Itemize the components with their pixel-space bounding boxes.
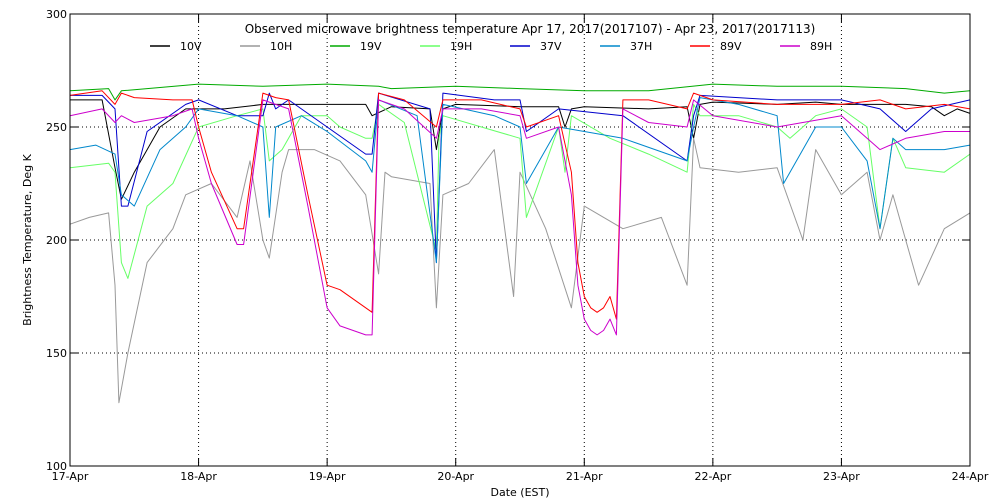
x-tick-label: 19-Apr	[309, 470, 346, 483]
y-tick-label: 150	[46, 347, 67, 360]
series-37V	[70, 92, 971, 264]
y-axis: 100 150 200 250 300	[46, 8, 970, 473]
series-19V	[69, 83, 971, 101]
legend: 10V 10H 19V 19H 37V 37H 89V 89H	[150, 40, 832, 53]
legend-label-10H: 10H	[270, 40, 292, 53]
series-19H	[69, 103, 971, 279]
x-tick-label: 18-Apr	[180, 470, 217, 483]
chart-title: Observed microwave brightness temperatur…	[245, 22, 816, 36]
grid-lines	[70, 14, 970, 466]
series-line-89H	[69, 99, 970, 336]
y-axis-label: Brightness Temperature, Deg K	[21, 153, 34, 325]
y-tick-label: 100	[46, 460, 67, 473]
series-layer	[69, 83, 971, 404]
x-tick-label: 21-Apr	[566, 470, 603, 483]
series-line-19H	[69, 103, 971, 279]
legend-label-10V: 10V	[180, 40, 202, 53]
legend-label-19V: 19V	[360, 40, 382, 53]
series-10H	[69, 137, 971, 404]
x-tick-label: 23-Apr	[823, 470, 860, 483]
x-axis: 17-Apr 18-Apr 19-Apr 20-Apr 21-Apr 22-Apr 23-A…	[52, 14, 989, 483]
legend-label-37H: 37H	[630, 40, 652, 53]
series-line-89V	[69, 90, 971, 320]
y-tick-label: 250	[46, 121, 67, 134]
series-line-10H	[69, 137, 971, 404]
y-tick-label: 200	[46, 234, 67, 247]
series-89H	[69, 99, 970, 336]
series-line-19V	[69, 83, 971, 101]
x-tick-label: 20-Apr	[437, 470, 474, 483]
x-tick-label: 22-Apr	[694, 470, 731, 483]
y-tick-label: 300	[46, 8, 67, 21]
x-tick-label: 24-Apr	[952, 470, 989, 483]
legend-label-19H: 19H	[450, 40, 472, 53]
legend-label-89H: 89H	[810, 40, 832, 53]
series-line-37V	[70, 92, 971, 264]
legend-label-37V: 37V	[540, 40, 562, 53]
x-axis-label: Date (EST)	[490, 486, 549, 499]
series-89V	[69, 90, 971, 320]
series-line-37H	[69, 97, 971, 264]
series-37H	[69, 97, 971, 264]
legend-label-89V: 89V	[720, 40, 742, 53]
x-tick-label: 17-Apr	[52, 470, 89, 483]
